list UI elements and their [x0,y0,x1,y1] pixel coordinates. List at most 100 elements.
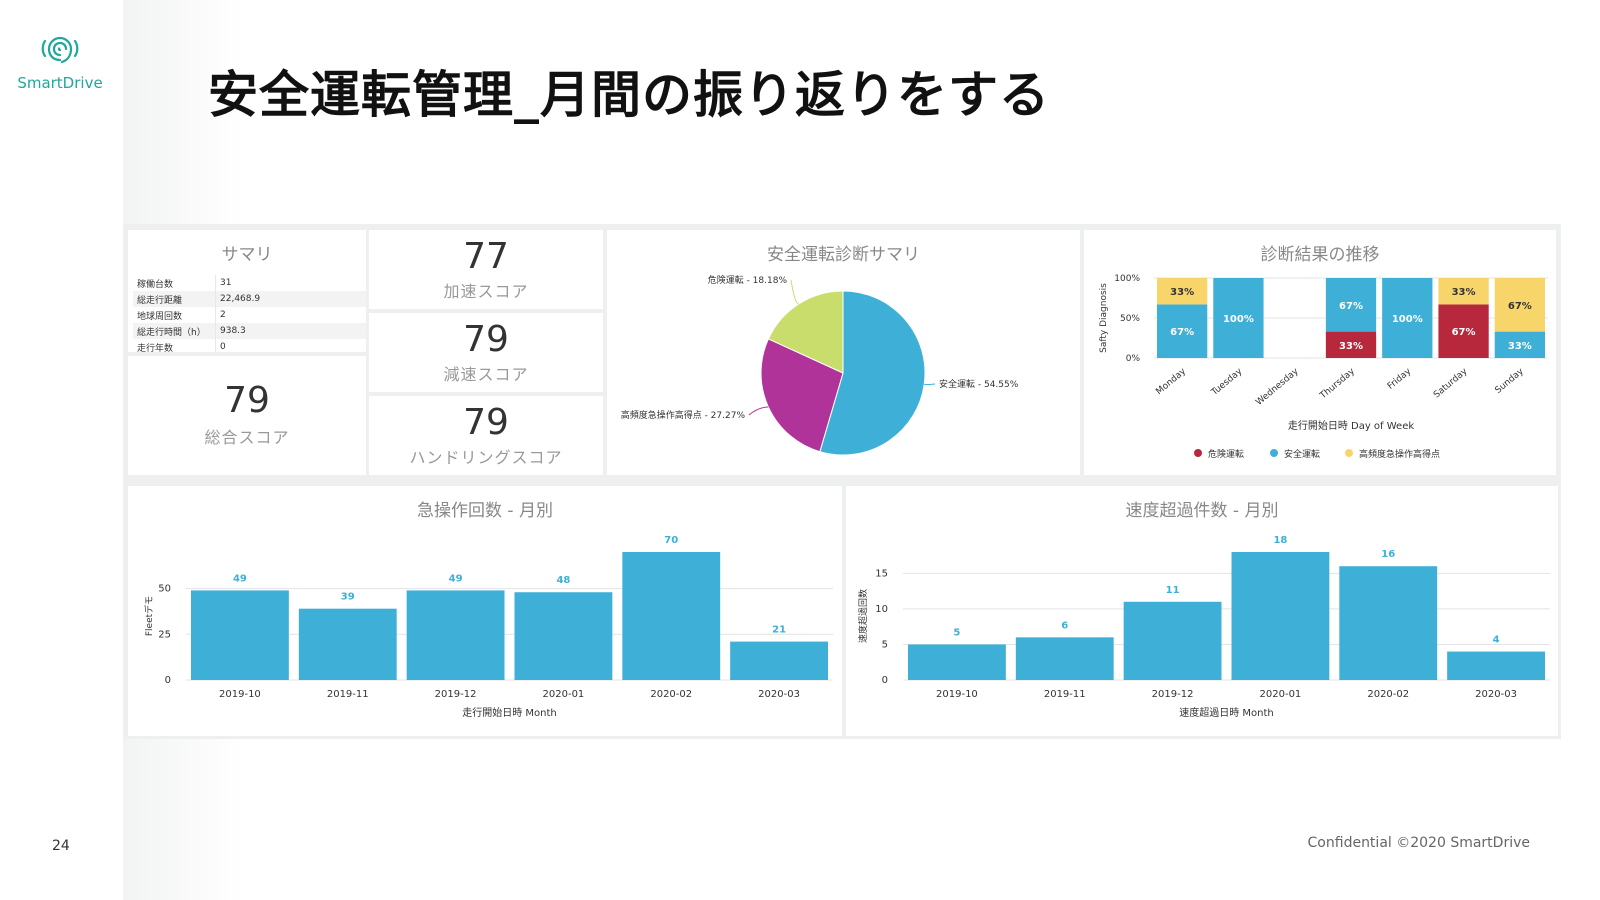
y-tick-label: 50 [158,584,171,595]
stacked-bar-segment [1157,278,1208,305]
handling-score-label: ハンドリングスコア [409,448,563,467]
x-tick-label: Sunday [1494,366,1527,396]
accel-score-label: 加速スコア [443,282,529,301]
y-axis-label: Safty Diagnosis [1099,283,1109,353]
summary-value: 2 [220,310,226,320]
total-score-value: 79 [224,380,270,421]
stacked-bar-segment [1382,278,1433,358]
stacked-bar-segment [1213,278,1264,358]
bar [1447,651,1545,680]
total-score-label: 総合スコア [204,428,290,447]
pie-slice-label: 危険運転 - 18.18% [708,274,788,286]
bar-data-label: 67% [1508,301,1532,312]
pie-leader-line [748,406,769,416]
legend-label: 危険運転 [1208,448,1244,460]
pie-chart-panel: 安全運転診断サマリ 安全運転 - 54.55% 高頻度急操作高得点 - 27.27… [607,230,1080,475]
speed-chart-panel: 速度超過件数 - 月別 0 5 10 15 速度超過回数 5 2019-10 6 2019-11… [846,486,1558,736]
x-tick-label: Saturday [1432,366,1470,400]
accel-score-value: 77 [463,236,509,277]
legend-marker [1345,449,1353,457]
weekly-chart-title: 診断結果の推移 [1260,245,1380,265]
pie-leader-line [790,279,799,305]
y-tick-label: 0% [1126,354,1141,364]
legend-label: 高頻度急操作高得点 [1359,448,1440,460]
x-axis-label: 走行開始日時 Day of Week [1288,419,1415,432]
footer-text: Confidential ©2020 SmartDrive [1307,835,1530,851]
slide-title: 安全運転管理_月間の振り返りをする [208,66,1050,124]
summary-clip: サマリ 稼働台数 31 総走行距離 22,468.9 地球周回数 2 総走行時間（h）… [128,230,366,352]
bar [730,641,828,680]
x-tick-label: 2019-10 [219,689,261,700]
bar-data-label: 39 [341,592,355,603]
pie-slice [760,338,844,453]
logo-text: SmartDrive [17,74,103,92]
pie-slice [819,290,926,456]
summary-title: サマリ [221,245,273,265]
x-tick-label: 2019-12 [1152,689,1194,700]
x-tick-label: 2019-12 [435,689,477,700]
x-tick-label: 2020-03 [758,689,800,700]
x-tick-label: Friday [1386,366,1414,392]
x-axis-label: 走行開始日時 Month [462,706,557,719]
bar-data-label: 11 [1166,585,1180,596]
y-tick-label: 50% [1120,314,1140,324]
bar-data-label: 67% [1452,327,1476,338]
x-tick-label: 2019-11 [1044,689,1086,700]
y-axis-label: 速度超過回数 [857,589,869,643]
bar [191,590,289,680]
bar-data-label: 33% [1339,341,1363,352]
decel-score-value: 79 [463,319,509,360]
summary-table: 稼働台数 31 総走行距離 22,468.9 地球周回数 2 総走行時間（h） 938.… [133,275,366,352]
sudden-chart-panel: 急操作回数 - 月別 0 25 50 Fleetデモ 49 2019-10 39 2019-1… [128,486,842,736]
pie-chart-title: 安全運転診断サマリ [767,245,920,265]
summary-label: 走行年数 [133,339,216,352]
bar-data-label: 16 [1381,549,1395,560]
bar-data-label: 6 [1061,620,1068,631]
dashboard: サマリ 稼働台数 31 総走行距離 22,468.9 地球周回数 2 総走行時間（h）… [123,224,1561,739]
stacked-bar-segment [1325,278,1377,332]
bar-data-label: 21 [772,625,786,636]
bar-data-label: 5 [953,627,960,638]
left-strip [0,0,123,900]
bar [908,644,1006,680]
summary-label: 地球周回数 [133,307,216,323]
x-tick-label: Tuesday [1209,366,1245,398]
pie-slice-label: 安全運転 - 54.55% [939,378,1019,390]
x-tick-label: 2020-01 [543,689,585,700]
x-tick-label: 2020-02 [1367,689,1409,700]
bar-data-label: 4 [1493,635,1500,646]
table-row: 総走行距離 22,468.9 [133,291,366,307]
legend-label: 安全運転 [1284,448,1320,460]
legend-marker [1270,449,1278,457]
page-number: 24 [52,838,70,854]
bar [298,608,397,680]
weekly-chart-panel: 診断結果の推移 0% 50% 100% Safty Diagnosis 67% 33% Mo… [1084,230,1556,475]
bar-data-label: 70 [664,535,678,546]
decel-score-label: 減速スコア [443,365,529,384]
y-tick-label: 10 [875,604,888,615]
bar-data-label: 33% [1508,341,1532,352]
bar [406,590,505,680]
summary-value: 22,468.9 [215,291,366,307]
bar-data-label: 33% [1170,287,1194,298]
x-tick-label: Monday [1154,366,1188,397]
x-tick-label: 2020-02 [650,689,692,700]
summary-value: 0 [220,342,226,352]
x-tick-label: Wednesday [1254,366,1301,408]
bar-data-label: 49 [233,573,247,584]
bar [514,592,613,680]
stacked-bar-segment [1438,278,1489,305]
stacked-bar-segment [1325,331,1377,358]
summary-panel: サマリ 稼働台数 31 総走行距離 22,468.9 地球周回数 2 総走行時間（h）… [128,230,366,352]
bar-data-label: 33% [1452,287,1476,298]
x-tick-label: 2019-10 [936,689,978,700]
summary-label: 稼働台数 [133,275,216,291]
y-tick-label: 5 [882,639,888,650]
handling-score-panel: 79 ハンドリングスコア [369,396,603,475]
pie-leader-line [924,383,936,386]
stacked-bar-segment [1157,304,1208,358]
speed-chart: 0 5 10 15 速度超過回数 5 2019-10 6 2019-11 11 2019-12 18 2… [857,535,1550,719]
pie-slice [767,290,844,374]
table-row: 地球周回数 2 [133,307,366,323]
